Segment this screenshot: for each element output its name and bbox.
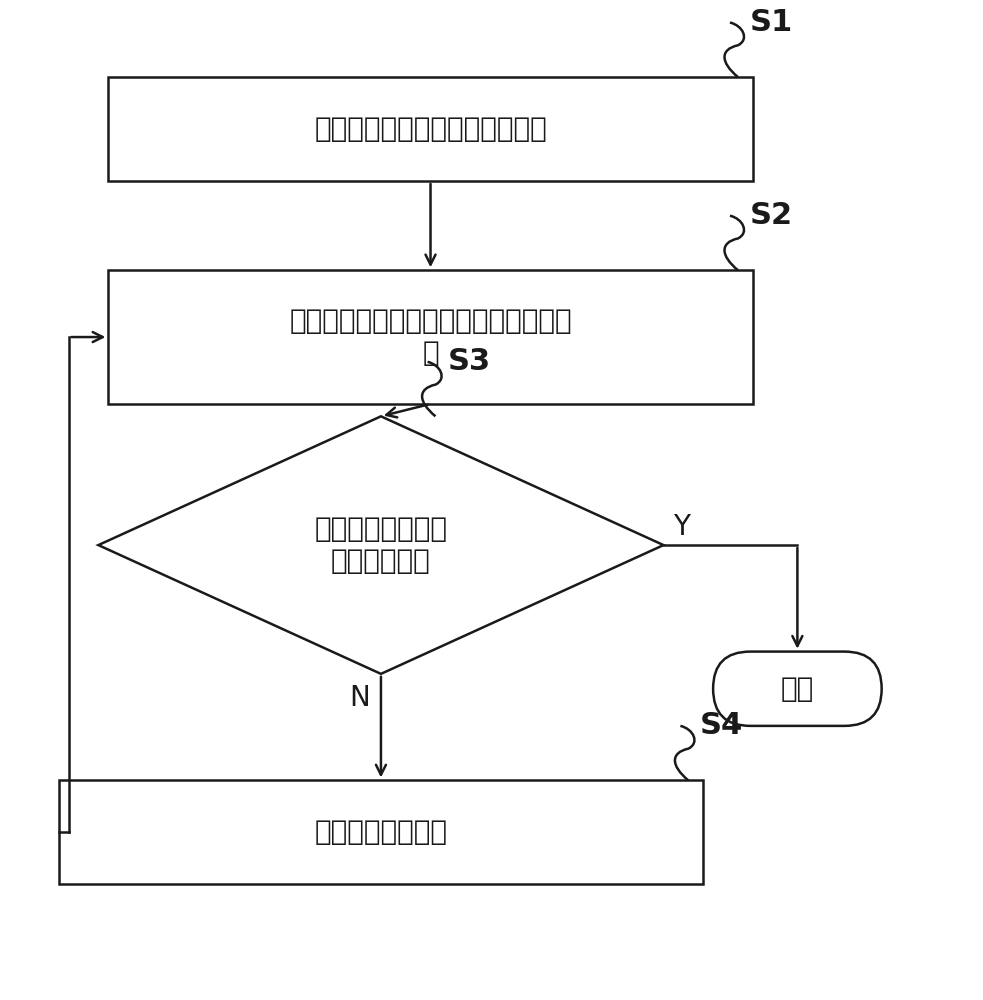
Text: S3: S3 [447,347,491,376]
Polygon shape [98,416,664,674]
Text: Y: Y [673,513,690,541]
Text: 确定当前时刻频率偏移对应的二进制编
码: 确定当前时刻频率偏移对应的二进制编 码 [289,307,572,367]
FancyBboxPatch shape [108,270,753,404]
Text: 判断比对结果是否
在阈值范围内: 判断比对结果是否 在阈值范围内 [315,515,447,575]
FancyBboxPatch shape [59,780,703,884]
FancyBboxPatch shape [713,652,882,726]
Text: S1: S1 [750,8,793,37]
Text: S2: S2 [750,201,793,230]
Text: N: N [349,684,370,712]
FancyBboxPatch shape [108,77,753,181]
Text: 确定目标频率对应的二进制编码: 确定目标频率对应的二进制编码 [315,115,547,143]
Text: 步进输出补偿电压: 步进输出补偿电压 [315,818,447,846]
Text: S4: S4 [700,711,743,740]
Text: 结束: 结束 [781,675,814,703]
